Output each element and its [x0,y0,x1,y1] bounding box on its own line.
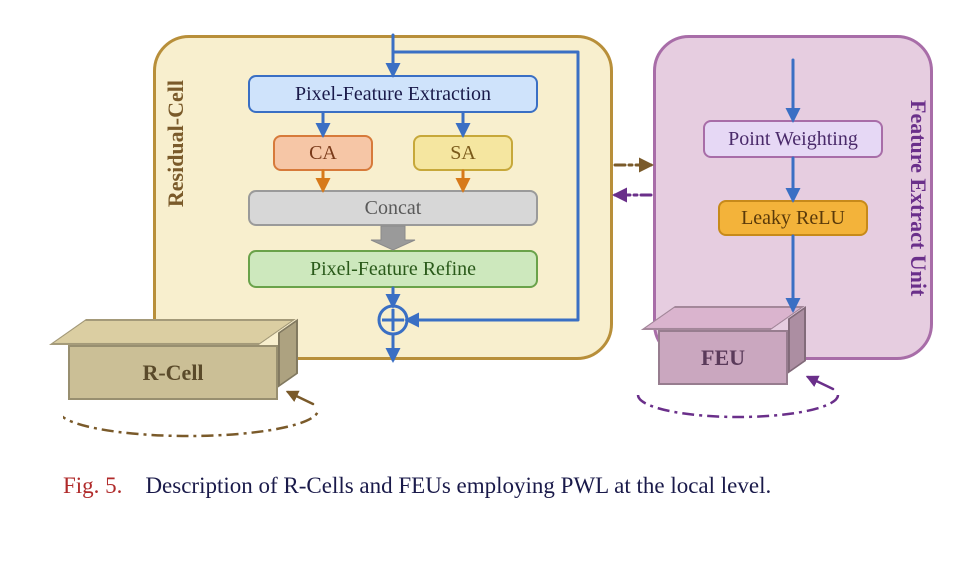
point-weighting-box: Point Weighting [703,120,883,158]
figure-label: Fig. 5. [63,473,122,498]
residual-cell-title: Residual-Cell [163,80,189,207]
feature-extract-unit-title: Feature Extract Unit [905,100,931,296]
figure-caption: Fig. 5. Description of R-Cells and FEUs … [63,470,913,501]
ca-box: CA [273,135,373,171]
r-cell-label: R-Cell [68,345,278,400]
feu-label: FEU [658,330,788,385]
concat-box: Concat [248,190,538,226]
r-cell-block: R-Cell [68,345,278,400]
leaky-relu-box: Leaky ReLU [718,200,868,236]
feu-block: FEU [658,330,788,385]
pixel-feature-refine-box: Pixel-Feature Refine [248,250,538,288]
pixel-feature-extraction-box: Pixel-Feature Extraction [248,75,538,113]
figure-text: Description of R-Cells and FEUs employin… [145,473,771,498]
sa-box: SA [413,135,513,171]
diagram-stage: Residual-Cell Pixel-Feature Extraction C… [63,20,933,450]
